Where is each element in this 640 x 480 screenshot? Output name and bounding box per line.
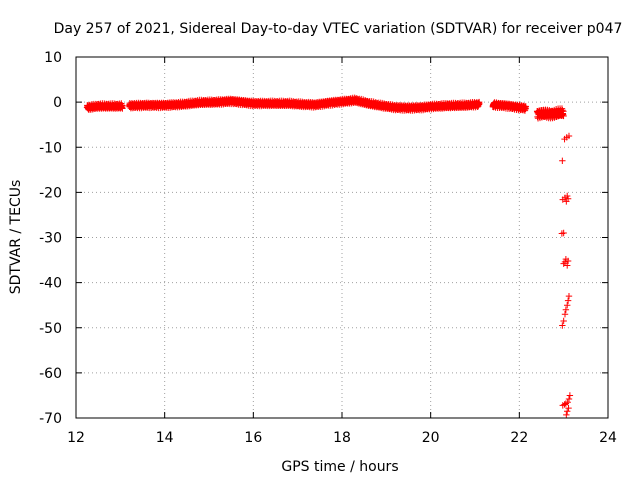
outlier-point xyxy=(564,297,572,304)
outlier-point xyxy=(564,192,571,200)
outlier-point xyxy=(560,229,567,237)
x-tick-label: 20 xyxy=(422,430,440,446)
outlier-point xyxy=(559,196,566,203)
outlier-point xyxy=(559,157,566,164)
chart-title: Day 257 of 2021, Sidereal Day-to-day VTE… xyxy=(54,21,623,37)
data-point xyxy=(119,102,126,110)
outlier-point xyxy=(564,257,572,265)
outlier-point xyxy=(564,301,571,309)
outlier-point xyxy=(564,195,572,202)
x-tick-label: 16 xyxy=(244,430,262,446)
outlier-point xyxy=(561,311,569,318)
outlier-point xyxy=(561,258,569,266)
y-tick-label: -40 xyxy=(39,276,62,292)
y-tick-label: -10 xyxy=(39,140,62,156)
y-tick-label: -50 xyxy=(39,321,62,337)
axis-ticks: 12 14 16 18 20 22 24 10 0 -10 -20 -30 -40 -50 -60 -70 xyxy=(39,50,617,446)
outlier-point xyxy=(566,392,574,399)
grid-lines xyxy=(76,57,608,418)
outlier-point xyxy=(559,322,566,329)
y-tick-label: -60 xyxy=(39,366,62,382)
outlier-point xyxy=(559,402,566,409)
y-tick-label: 10 xyxy=(44,50,62,66)
x-tick-label: 12 xyxy=(67,430,85,446)
y-axis-label: SDTVAR / TECUs xyxy=(8,180,24,295)
data-point xyxy=(560,112,567,120)
outlier-point xyxy=(562,306,570,313)
outlier-point xyxy=(565,395,573,403)
y-tick-label: 0 xyxy=(53,95,62,111)
outlier-point xyxy=(565,292,573,300)
x-tick-label: 24 xyxy=(599,430,617,446)
outlier-point xyxy=(561,135,568,143)
outlier-point xyxy=(563,411,570,419)
x-tick-label: 18 xyxy=(333,430,351,446)
data-point xyxy=(476,100,483,108)
y-tick-label: -70 xyxy=(39,411,62,427)
x-axis-label: GPS time / hours xyxy=(281,459,398,475)
data-points xyxy=(83,94,574,419)
x-tick-label: 14 xyxy=(156,430,174,446)
outlier-point xyxy=(560,317,567,325)
outlier-point xyxy=(564,408,571,415)
outlier-point xyxy=(564,262,571,269)
outlier-point xyxy=(565,132,573,140)
data-point xyxy=(522,103,530,110)
y-tick-label: -30 xyxy=(39,231,62,247)
y-tick-label: -20 xyxy=(39,185,62,201)
x-tick-label: 22 xyxy=(510,430,528,446)
outlier-point xyxy=(565,404,572,412)
